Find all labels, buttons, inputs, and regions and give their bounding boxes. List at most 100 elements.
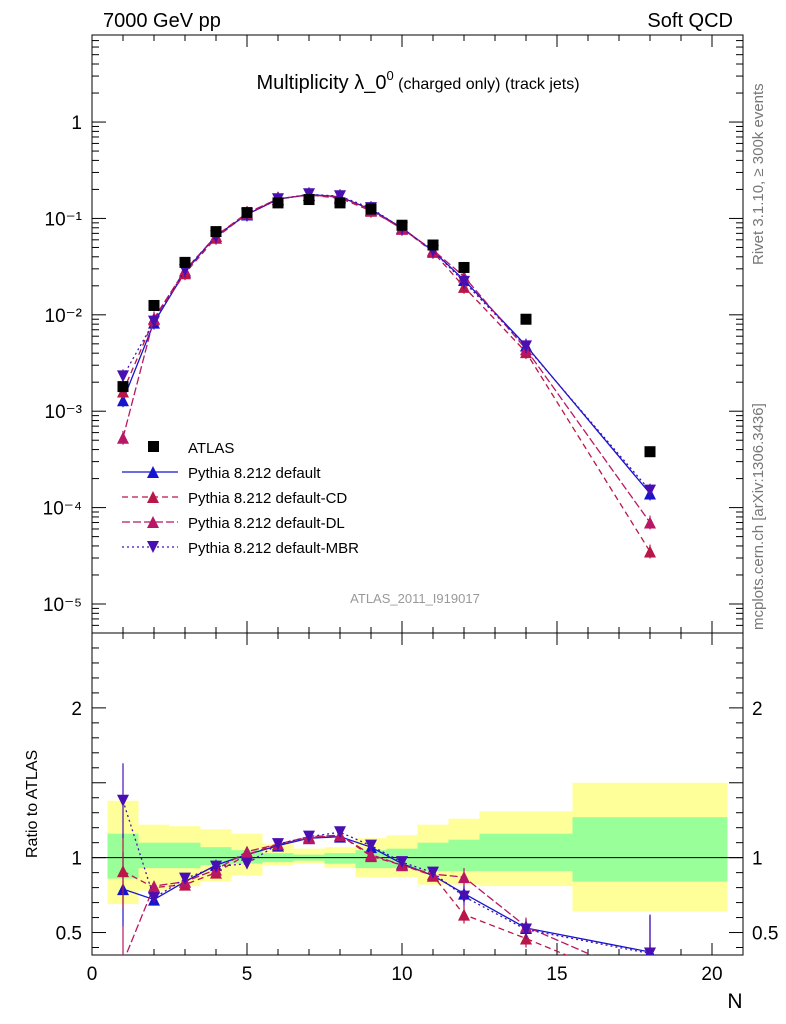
legend-marker	[147, 491, 159, 503]
legend-label: Pythia 8.212 default-MBR	[188, 540, 359, 557]
chart-title-main: Multiplicity λ_0	[256, 72, 386, 94]
ratio-point	[241, 857, 253, 870]
data-point	[365, 203, 377, 215]
ratio-frame-border	[91, 632, 744, 956]
ratio-tick-label-right: 1	[752, 849, 763, 870]
header-right: Soft QCD	[647, 10, 733, 32]
data-point	[644, 446, 656, 458]
series-point	[148, 315, 160, 328]
ratio-point	[458, 908, 470, 921]
ratio-point	[334, 826, 346, 839]
rivet-label: Rivet 3.1.10, ≥ 300k events	[750, 83, 767, 265]
ratio-point	[272, 838, 284, 851]
series-point	[117, 370, 129, 383]
data-point	[303, 194, 315, 206]
ratio-tick-label-right: 0.5	[752, 924, 778, 945]
data-point	[427, 239, 439, 251]
y-tick-label: 10⁻⁵	[43, 595, 82, 616]
y-tick-label: 10⁻¹	[45, 209, 83, 230]
ratio-point	[365, 848, 377, 861]
ratio-point	[303, 830, 315, 843]
ratio-point	[117, 865, 129, 878]
y-tick-label: 10⁻⁴	[43, 499, 82, 520]
ratio-point	[396, 856, 408, 869]
ratio-point	[427, 866, 439, 879]
band-inner	[417, 842, 449, 872]
legend-label: Pythia 8.212 default-CD	[188, 490, 347, 507]
data-point	[272, 197, 284, 209]
ratio-tick-label: 2	[71, 699, 82, 720]
ratio-tick-label: 1	[71, 849, 82, 870]
band-inner	[324, 853, 356, 864]
chart-title: Multiplicity λ_00 (charged only) (track …	[256, 68, 579, 94]
ratio-point	[148, 892, 160, 905]
ratio-point	[117, 794, 129, 807]
y-tick-label: 10⁻³	[45, 402, 83, 423]
data-point	[210, 226, 222, 238]
ratio-point	[644, 947, 656, 955]
header-left: 7000 GeV pp	[103, 10, 221, 32]
chart-title-rest: (charged only) (track jets)	[394, 76, 580, 93]
ratio-point	[117, 956, 129, 968]
ratio-axis-label: Ratio to ATLAS	[24, 750, 41, 858]
ratio-point	[458, 871, 470, 884]
band-inner	[572, 817, 728, 882]
data-point	[520, 313, 532, 325]
analysis-watermark: ATLAS_2011_I919017	[350, 591, 480, 606]
x-tick-label: 20	[701, 964, 722, 985]
ratio-line	[122, 834, 568, 955]
x-tick-label: 15	[546, 964, 567, 985]
ratio-series	[117, 763, 656, 995]
ratio-point	[210, 860, 222, 873]
legend-marker	[147, 541, 159, 553]
data-point	[458, 261, 470, 273]
legend: ATLAS Pythia 8.212 default Pythia 8.212 de…	[122, 440, 359, 557]
band-inner	[200, 847, 232, 866]
data-point	[241, 207, 253, 219]
ratio-tick-label-right: 2	[752, 699, 763, 720]
data-point	[179, 256, 191, 268]
series-layer	[117, 187, 656, 995]
mcplots-label: mcplots.cern.ch [arXiv:1306.3436]	[750, 403, 767, 630]
main-series	[117, 187, 656, 559]
legend-marker-data	[148, 441, 159, 452]
x-axis-label: N	[727, 990, 742, 1013]
series-point	[117, 431, 129, 444]
ratio-point	[179, 872, 191, 885]
band-inner	[448, 839, 480, 872]
band-inner	[479, 833, 573, 872]
band-inner	[169, 842, 201, 869]
series-point	[334, 190, 346, 203]
y-tick-label: 10⁻²	[45, 306, 83, 327]
x-tick-label: 10	[391, 964, 412, 985]
series-point	[520, 340, 532, 353]
data-point	[148, 299, 160, 311]
series-point	[117, 394, 129, 407]
legend-label: Pythia 8.212 default	[188, 465, 321, 482]
legend-label: Pythia 8.212 default-DL	[188, 515, 345, 532]
legend-marker	[147, 516, 159, 528]
ratio-point	[148, 880, 160, 893]
ratio-tick-label: 0.5	[56, 924, 82, 945]
ratio-panel: 0 5 10 15 20 0.5 0.5 1 1 2 2	[56, 35, 778, 985]
ratio-point	[520, 923, 532, 936]
x-tick-label: 0	[87, 964, 98, 985]
ratio-point	[241, 845, 253, 858]
x-tick-label: 5	[242, 964, 253, 985]
data-point	[396, 219, 408, 231]
series-point	[644, 484, 656, 497]
data-point	[117, 381, 129, 393]
ratio-point	[458, 890, 470, 903]
legend-marker	[147, 466, 159, 478]
ratio-point	[644, 974, 656, 986]
series-point	[458, 275, 470, 288]
ratio-point	[644, 983, 656, 995]
y-tick-label: 1	[71, 113, 82, 134]
series-point	[644, 545, 656, 558]
data-point	[334, 197, 346, 209]
ratio-uncertainty-bands	[107, 782, 728, 912]
series-point	[644, 516, 656, 529]
ratio-point	[365, 839, 377, 852]
legend-label-data: ATLAS	[188, 440, 234, 457]
